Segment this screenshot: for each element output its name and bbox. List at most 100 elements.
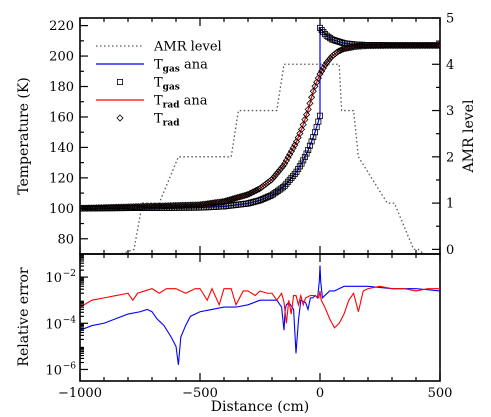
trad-marker <box>302 111 311 119</box>
trad-marker <box>87 204 96 212</box>
trad-marker <box>381 41 390 50</box>
trad-marker <box>415 41 423 49</box>
trad-marker <box>182 201 190 209</box>
y-tick-label: 80 <box>57 232 74 247</box>
tgas-marker <box>306 142 313 149</box>
trad-marker <box>402 41 410 49</box>
y-tick-label: 100 <box>49 202 74 217</box>
top-series-layer <box>80 24 440 254</box>
trad-marker <box>148 202 156 210</box>
y-tick-label: 180 <box>49 80 74 95</box>
trad-marker <box>145 202 153 210</box>
trad-marker <box>188 201 196 209</box>
trad-marker <box>336 46 344 55</box>
trad-marker <box>86 204 94 212</box>
tgas-marker <box>280 184 287 191</box>
error-y-tick-label: 10−4 <box>45 315 76 332</box>
trad-marker <box>351 43 359 51</box>
x-tick-label: 0 <box>316 386 324 401</box>
trad-marker <box>171 201 180 210</box>
y2-axis-title: AMR level <box>461 99 477 173</box>
trad-marker <box>269 174 277 182</box>
tgas-marker <box>300 157 307 164</box>
trad-marker <box>393 41 401 49</box>
trad-marker <box>96 204 104 212</box>
trad-marker <box>151 202 159 210</box>
trad-marker <box>428 41 437 49</box>
tgas-marker <box>318 27 325 34</box>
tgas-marker <box>298 160 305 167</box>
tgas-marker <box>305 147 312 154</box>
trad-marker <box>123 203 131 211</box>
trad-marker <box>126 203 134 211</box>
trad-marker <box>333 48 341 57</box>
trad-marker <box>334 47 343 55</box>
trad-marker <box>163 202 171 210</box>
trad-marker <box>129 203 138 211</box>
trad-marker <box>405 41 413 49</box>
bottom-y-axis-title: Relative error <box>16 267 32 366</box>
trad-marker <box>240 191 248 200</box>
trad-marker <box>80 204 87 212</box>
trad-marker <box>136 202 144 211</box>
legend-entry: Tgas ana <box>96 58 208 75</box>
trad-marker <box>247 189 255 197</box>
legend-label: AMR level <box>153 40 222 55</box>
trad-marker <box>418 41 427 49</box>
trad-marker <box>106 203 114 212</box>
tgas-marker <box>320 29 327 36</box>
trad-marker <box>109 203 117 211</box>
y2-tick-label: 5 <box>446 12 454 27</box>
bottom-series-layer <box>80 265 440 365</box>
trad-marker <box>104 203 112 212</box>
trad-marker <box>316 70 324 78</box>
trad-marker <box>365 42 373 50</box>
trad-marker <box>368 42 376 50</box>
error-y-tick-label: 10−6 <box>45 361 76 378</box>
trad-marker <box>108 203 116 211</box>
trad-marker <box>131 203 139 211</box>
trad-marker <box>160 202 168 210</box>
y-tick-label: 160 <box>49 110 74 125</box>
top-tick-layer: 80 100 120 140 160 180 200 220 0 1 2 3 4 5 <box>49 12 454 258</box>
legend-label: Tgas <box>154 76 180 93</box>
trad-marker <box>121 203 129 211</box>
y2-tick-label: 2 <box>446 150 454 165</box>
trad-marker <box>81 204 89 212</box>
trad-marker <box>173 201 181 210</box>
trad-marker <box>150 202 158 210</box>
y2-tick-label: 1 <box>446 197 454 212</box>
trad-marker <box>366 42 374 50</box>
y-tick-label: 120 <box>49 171 74 186</box>
trad-marker <box>138 202 146 211</box>
legend-swatch <box>116 114 124 122</box>
legend-entry: Trad <box>116 112 180 129</box>
trad-marker <box>185 201 193 209</box>
error-panel: 10−6 10−4 10−2 −1000 −500 0 500 Relative error… <box>16 253 452 415</box>
legend-label: Tgas ana <box>154 58 208 75</box>
tgas-marker <box>283 180 290 187</box>
trad-marker <box>417 41 425 49</box>
trad-marker <box>114 203 122 211</box>
y2-tick-label: 3 <box>446 104 454 119</box>
trad-marker <box>245 190 254 198</box>
series-tgas-ana-line <box>80 26 440 209</box>
trad-marker <box>358 42 366 50</box>
tgas-marker <box>315 118 322 125</box>
trad-marker <box>91 204 99 212</box>
error-series-trad-line <box>80 285 440 329</box>
trad-marker <box>249 188 257 196</box>
legend-entry: AMR level <box>96 40 222 55</box>
trad-marker <box>146 202 154 210</box>
series-amr-level-line <box>118 63 425 254</box>
legend-entry: Tgas <box>117 76 180 93</box>
trad-marker <box>356 42 364 50</box>
trad-marker <box>420 41 428 49</box>
trad-marker <box>166 202 175 210</box>
trad-marker <box>133 203 141 211</box>
trad-marker <box>361 42 369 50</box>
y2-tick-label: 4 <box>446 58 454 73</box>
trad-marker <box>383 41 391 50</box>
trad-marker <box>244 190 252 199</box>
x-tick-label: −500 <box>182 386 218 401</box>
